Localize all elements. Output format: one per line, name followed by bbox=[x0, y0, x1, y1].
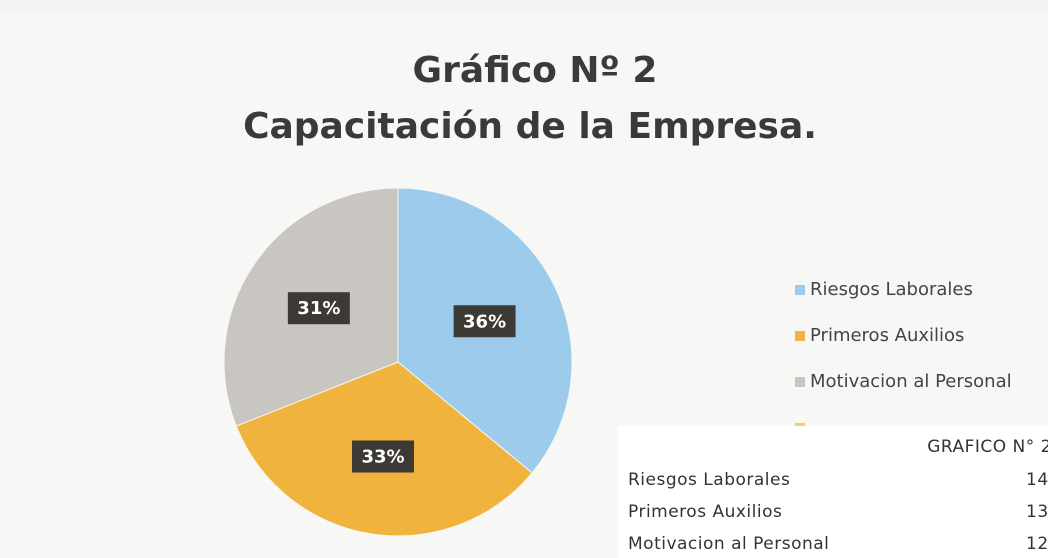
table-cell: 13 bbox=[1026, 502, 1048, 522]
data-label-box bbox=[453, 305, 516, 338]
legend-swatch bbox=[795, 331, 805, 341]
legend-label: Motivacion al Personal bbox=[810, 371, 1012, 392]
data-label: 36% bbox=[463, 311, 506, 332]
data-label: 31% bbox=[297, 298, 340, 319]
table-header: GRAFICO N° 2 bbox=[927, 437, 1048, 457]
data-label-box bbox=[352, 440, 415, 473]
legend-label: Primeros Auxilios bbox=[810, 325, 964, 346]
pie: 36% 33% 31% bbox=[223, 187, 573, 537]
legend: Riesgos Laborales Primeros Auxilios Motiva… bbox=[795, 279, 1012, 433]
table-cell: Primeros Auxilios bbox=[628, 502, 782, 522]
table-cell: Riesgos Laborales bbox=[628, 470, 790, 490]
table-cell: 12 bbox=[1026, 534, 1048, 554]
chart-title: Gráfico Nº 2 bbox=[413, 50, 658, 91]
data-label: 33% bbox=[361, 447, 404, 468]
table-body: GRAFICO N° 2 Riesgos Laborales 14 Primeros … bbox=[628, 437, 1048, 554]
legend-swatch bbox=[795, 377, 805, 387]
data-label-box bbox=[287, 292, 350, 325]
legend-label: Riesgos Laborales bbox=[810, 279, 973, 300]
table-cell: Motivacion al Personal bbox=[628, 534, 829, 554]
legend-swatch bbox=[795, 285, 805, 295]
data-table bbox=[618, 426, 1048, 558]
table-cell: 14 bbox=[1026, 470, 1048, 490]
chart-subtitle: Capacitación de la Empresa. bbox=[243, 106, 817, 147]
